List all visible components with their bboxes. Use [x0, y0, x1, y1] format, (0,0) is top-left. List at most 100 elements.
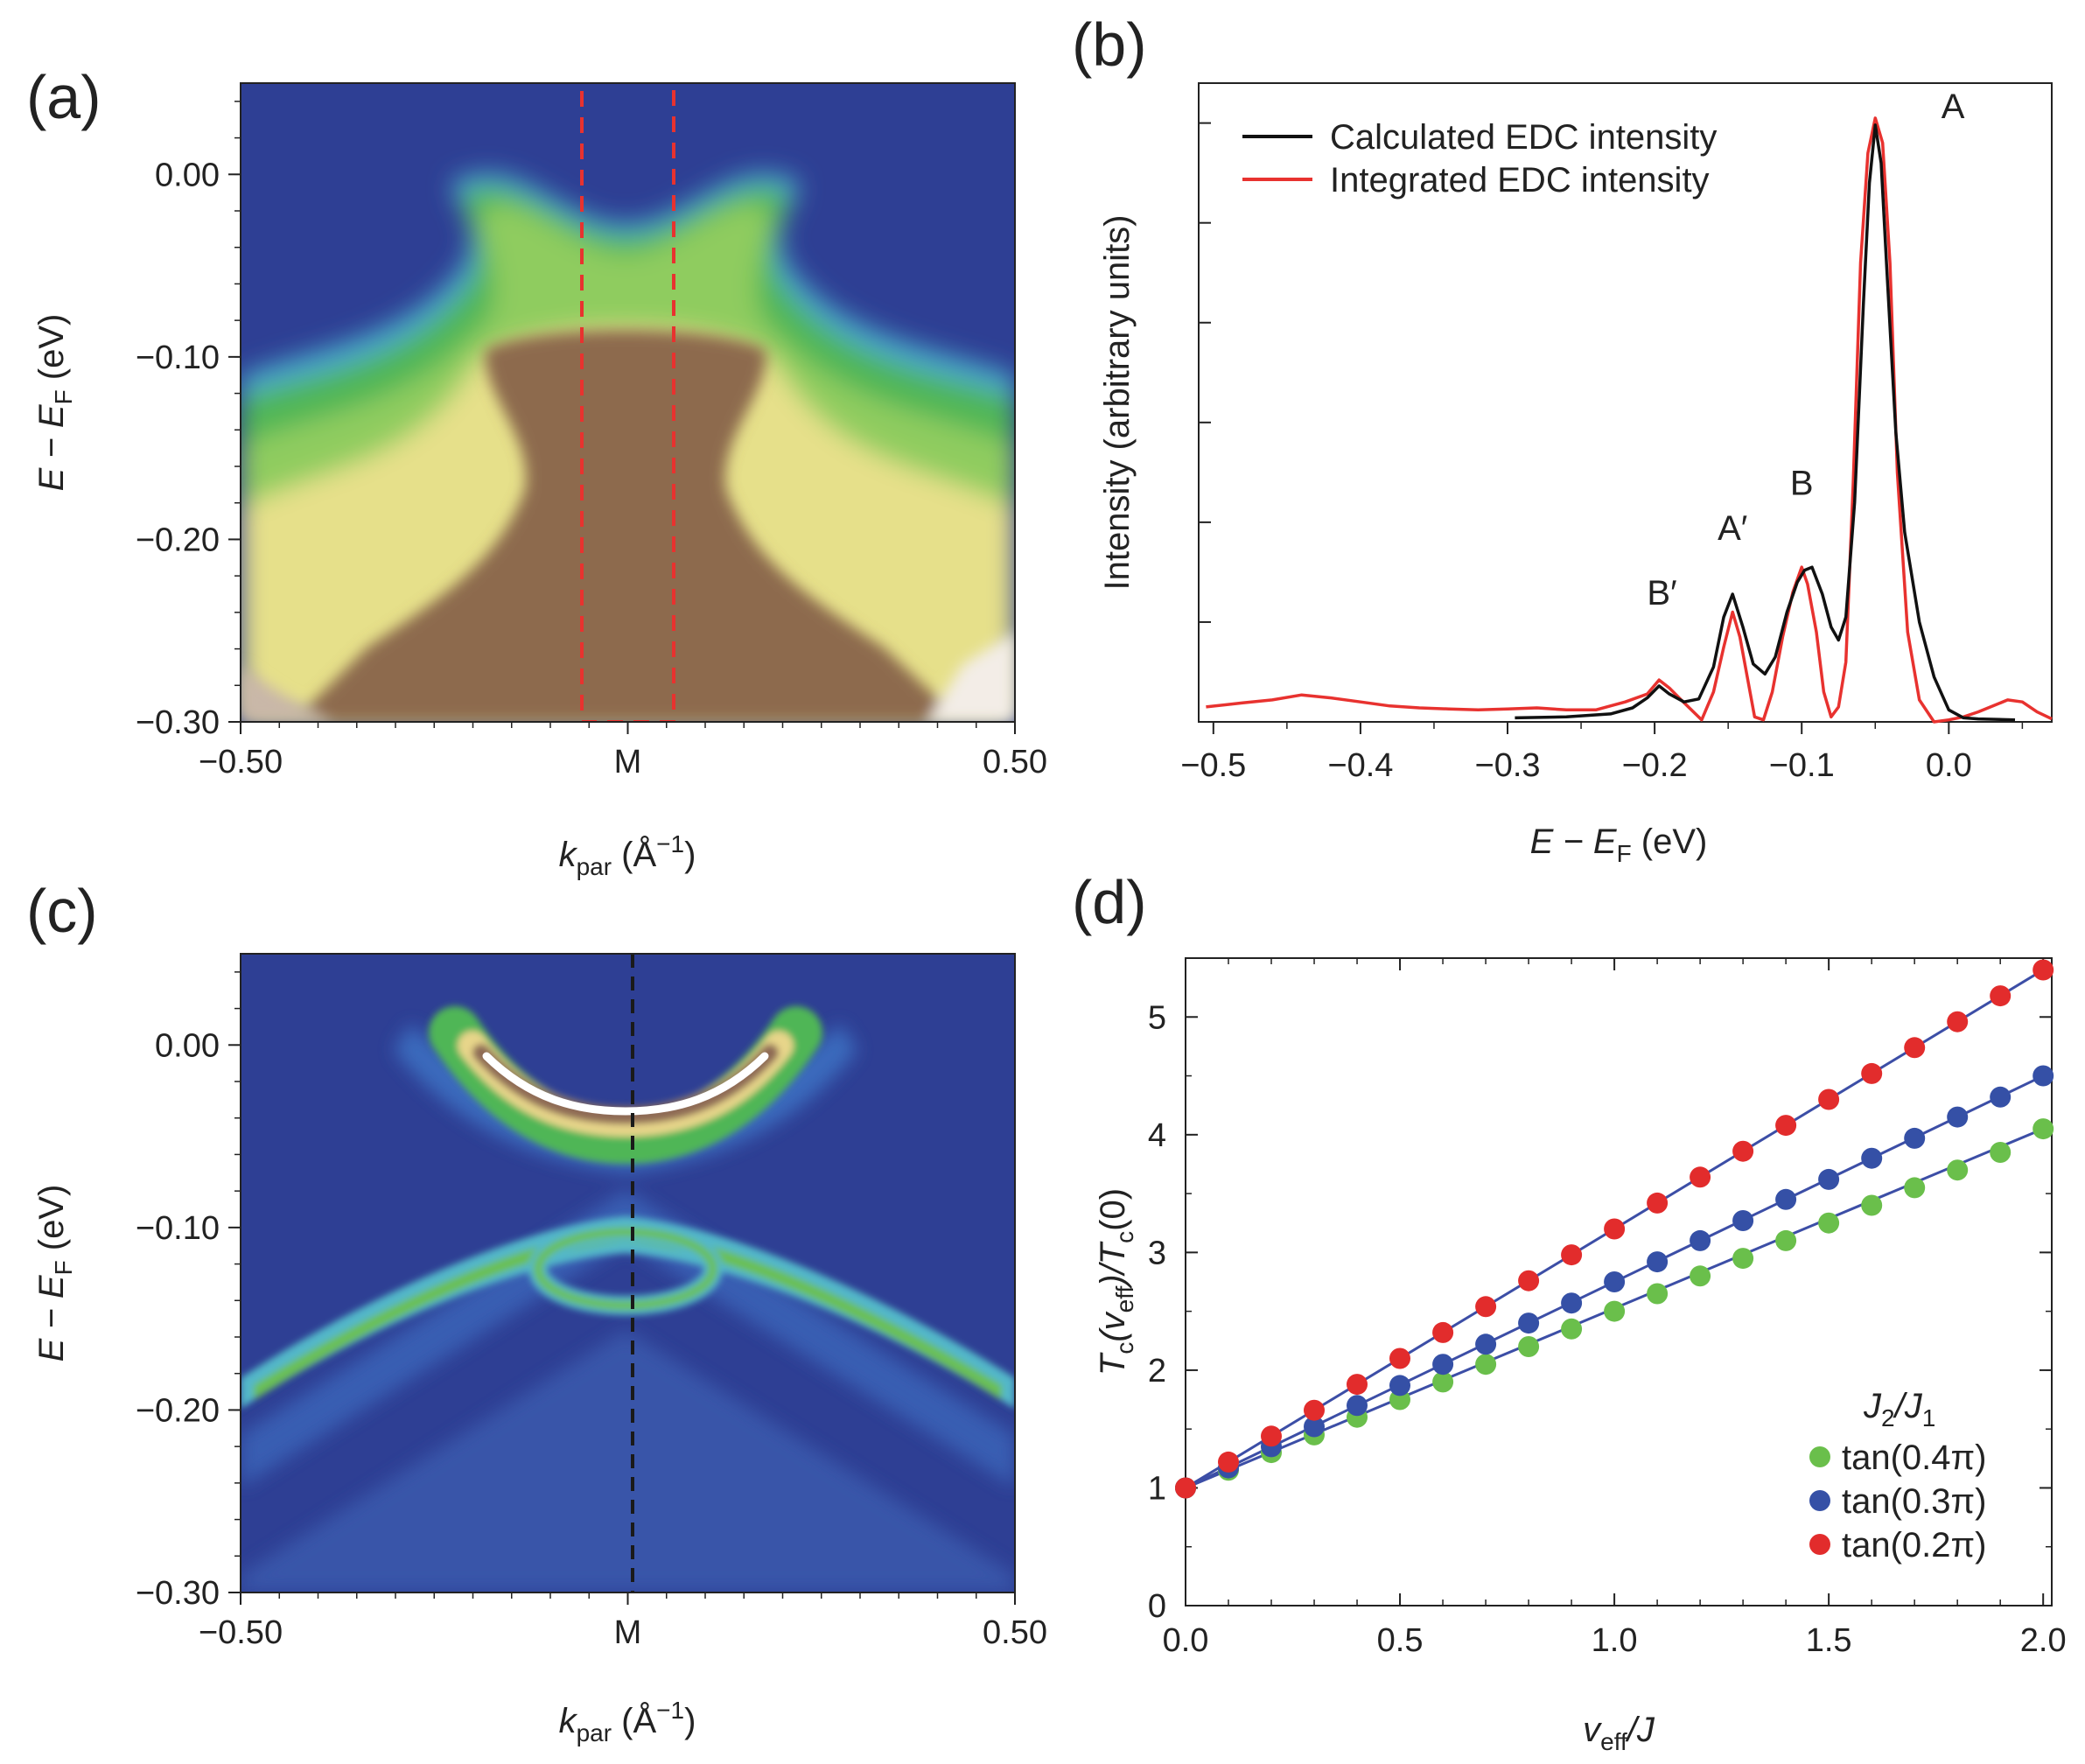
data-point — [1690, 1229, 1711, 1251]
x-tick-label: 2.0 — [2020, 1622, 2067, 1659]
calculated-edc-line — [1515, 123, 2016, 722]
peak-label: B — [1790, 464, 1814, 502]
panel-d-ylabel: Tc(veff)/Tc(0) — [1094, 1188, 1138, 1376]
x-tick-label: 0.5 — [1377, 1622, 1424, 1659]
data-point — [1347, 1374, 1368, 1396]
data-point — [1775, 1188, 1797, 1210]
y-tick-label: −0.20 — [136, 522, 220, 558]
x-tick-label: −0.2 — [1622, 747, 1688, 784]
y-tick-label: −0.10 — [136, 340, 220, 376]
x-tick-label: −0.4 — [1327, 747, 1393, 784]
panel-b-lines — [1206, 116, 2053, 724]
legend-blue-marker — [1809, 1490, 1830, 1511]
y-tick-label: 1 — [1148, 1470, 1166, 1507]
data-point — [1818, 1088, 1840, 1110]
data-point — [1304, 1416, 1325, 1438]
y-tick-label: 0.00 — [155, 157, 220, 193]
x-tick-label: −0.5 — [1180, 747, 1246, 784]
data-point — [2033, 1118, 2054, 1140]
y-tick-label: −0.20 — [136, 1392, 220, 1429]
data-point — [1690, 1166, 1711, 1188]
data-point — [1818, 1212, 1840, 1234]
integrated-edc-line — [1206, 116, 2053, 724]
data-point — [1432, 1354, 1454, 1376]
data-point — [1604, 1300, 1626, 1322]
legend-blue-label: tan(0.3π) — [1842, 1482, 1986, 1521]
data-point — [1304, 1399, 1325, 1421]
data-point — [1647, 1251, 1669, 1273]
x-tick-label: 0.0 — [1163, 1622, 1209, 1659]
panel-d-legend: J2/J1 tan(0.4π) tan(0.3π) tan(0.2π) — [1809, 1387, 1986, 1564]
panel-d: (d) 0.0 0.5 1.0 1.5 2.0 0 1 2 3 4 5 J2/J1 tan(0.4π… — [1072, 868, 2067, 1755]
data-point — [1732, 1248, 1754, 1270]
data-point — [1947, 1106, 1969, 1128]
data-point — [1432, 1321, 1454, 1343]
y-tick-label: −0.10 — [136, 1210, 220, 1247]
x-tick-label: −0.1 — [1769, 747, 1835, 784]
data-point — [1475, 1296, 1497, 1318]
x-tick-label: −0.50 — [199, 744, 283, 780]
panel-d-frame — [1185, 957, 2053, 1606]
panel-a: (a) −0.50 M 0.50 0.00 −0.10 −0.20 −0.30 kpar (… — [26, 63, 1047, 880]
legend-green-label: tan(0.4π) — [1842, 1438, 1986, 1477]
panel-a-letter: (a) — [26, 63, 101, 131]
x-tick-label: 1.0 — [1592, 1622, 1638, 1659]
panel-c-xlabel: kpar (Å−1) — [559, 1697, 696, 1746]
panel-d-xlabel: veff/J — [1583, 1711, 1655, 1755]
panel-c-heatmap — [241, 954, 1015, 1592]
panel-d-letter: (d) — [1072, 868, 1147, 936]
legend-calc-label: Calculated EDC intensity — [1330, 118, 1717, 157]
data-point — [1775, 1229, 1797, 1251]
data-point — [1561, 1318, 1583, 1340]
y-tick-label: −0.30 — [136, 704, 220, 741]
data-point — [1818, 1168, 1840, 1190]
peak-label: A′ — [1718, 509, 1747, 548]
panel-c: (c) −0.50 M 0.500.00−0.10−0.20−0.30 kpar — [26, 877, 1047, 1746]
data-point — [1690, 1265, 1711, 1287]
data-point — [1861, 1147, 1883, 1169]
panel-c-axes: −0.50 M 0.50 0.00 −0.10 −0.20 −0.30 — [136, 971, 1047, 1651]
y-tick-label: 0.00 — [155, 1027, 220, 1064]
panel-b-peak-labels: B′ A′ B A — [1647, 88, 1964, 612]
data-point — [1518, 1336, 1540, 1357]
data-point — [1561, 1292, 1583, 1314]
peak-label: A — [1942, 88, 1965, 126]
legend-green-marker — [1809, 1446, 1830, 1467]
data-point — [1218, 1451, 1239, 1473]
panel-a-heatmap — [241, 83, 1015, 722]
peak-label: B′ — [1647, 574, 1676, 612]
x-tick-label: 1.5 — [1806, 1622, 1852, 1659]
panel-c-band-core — [482, 1052, 769, 1116]
data-point — [1475, 1354, 1497, 1376]
x-tick-label: 0.0 — [1926, 747, 1972, 784]
panel-b-ylabel: Intensity (arbitrary units) — [1098, 214, 1137, 590]
data-point — [1775, 1115, 1797, 1137]
panel-c-letter: (c) — [26, 877, 98, 945]
data-point — [1347, 1395, 1368, 1417]
x-tick-label: 0.50 — [983, 1614, 1047, 1651]
y-tick-label: 2 — [1148, 1353, 1166, 1390]
data-point — [1561, 1244, 1583, 1266]
data-point — [1861, 1194, 1883, 1216]
data-point — [1389, 1348, 1410, 1369]
panel-a-xlabel: kpar (Å−1) — [559, 830, 696, 880]
legend-red-marker — [1809, 1534, 1830, 1555]
data-point — [1604, 1271, 1626, 1292]
panel-b-xlabel: E − EF (eV) — [1530, 822, 1708, 867]
data-point — [2033, 1065, 2054, 1087]
data-point — [1518, 1270, 1540, 1292]
data-point — [1647, 1192, 1669, 1214]
panel-d-plot — [1175, 959, 2054, 1499]
legend-red-label: tan(0.2π) — [1842, 1526, 1986, 1564]
x-tick-label: −0.3 — [1475, 747, 1541, 784]
panel-b-letter: (b) — [1072, 10, 1147, 79]
data-point — [1904, 1127, 1926, 1149]
data-point — [1518, 1312, 1540, 1334]
y-tick-label: 5 — [1148, 999, 1166, 1036]
x-tick-label: 0.50 — [983, 744, 1047, 780]
data-point — [1175, 1477, 1196, 1499]
x-tick-label: M — [614, 744, 642, 780]
x-tick-label: M — [614, 1614, 642, 1651]
panel-a-axes: −0.50 M 0.50 0.00 −0.10 −0.20 −0.30 — [136, 101, 1047, 780]
